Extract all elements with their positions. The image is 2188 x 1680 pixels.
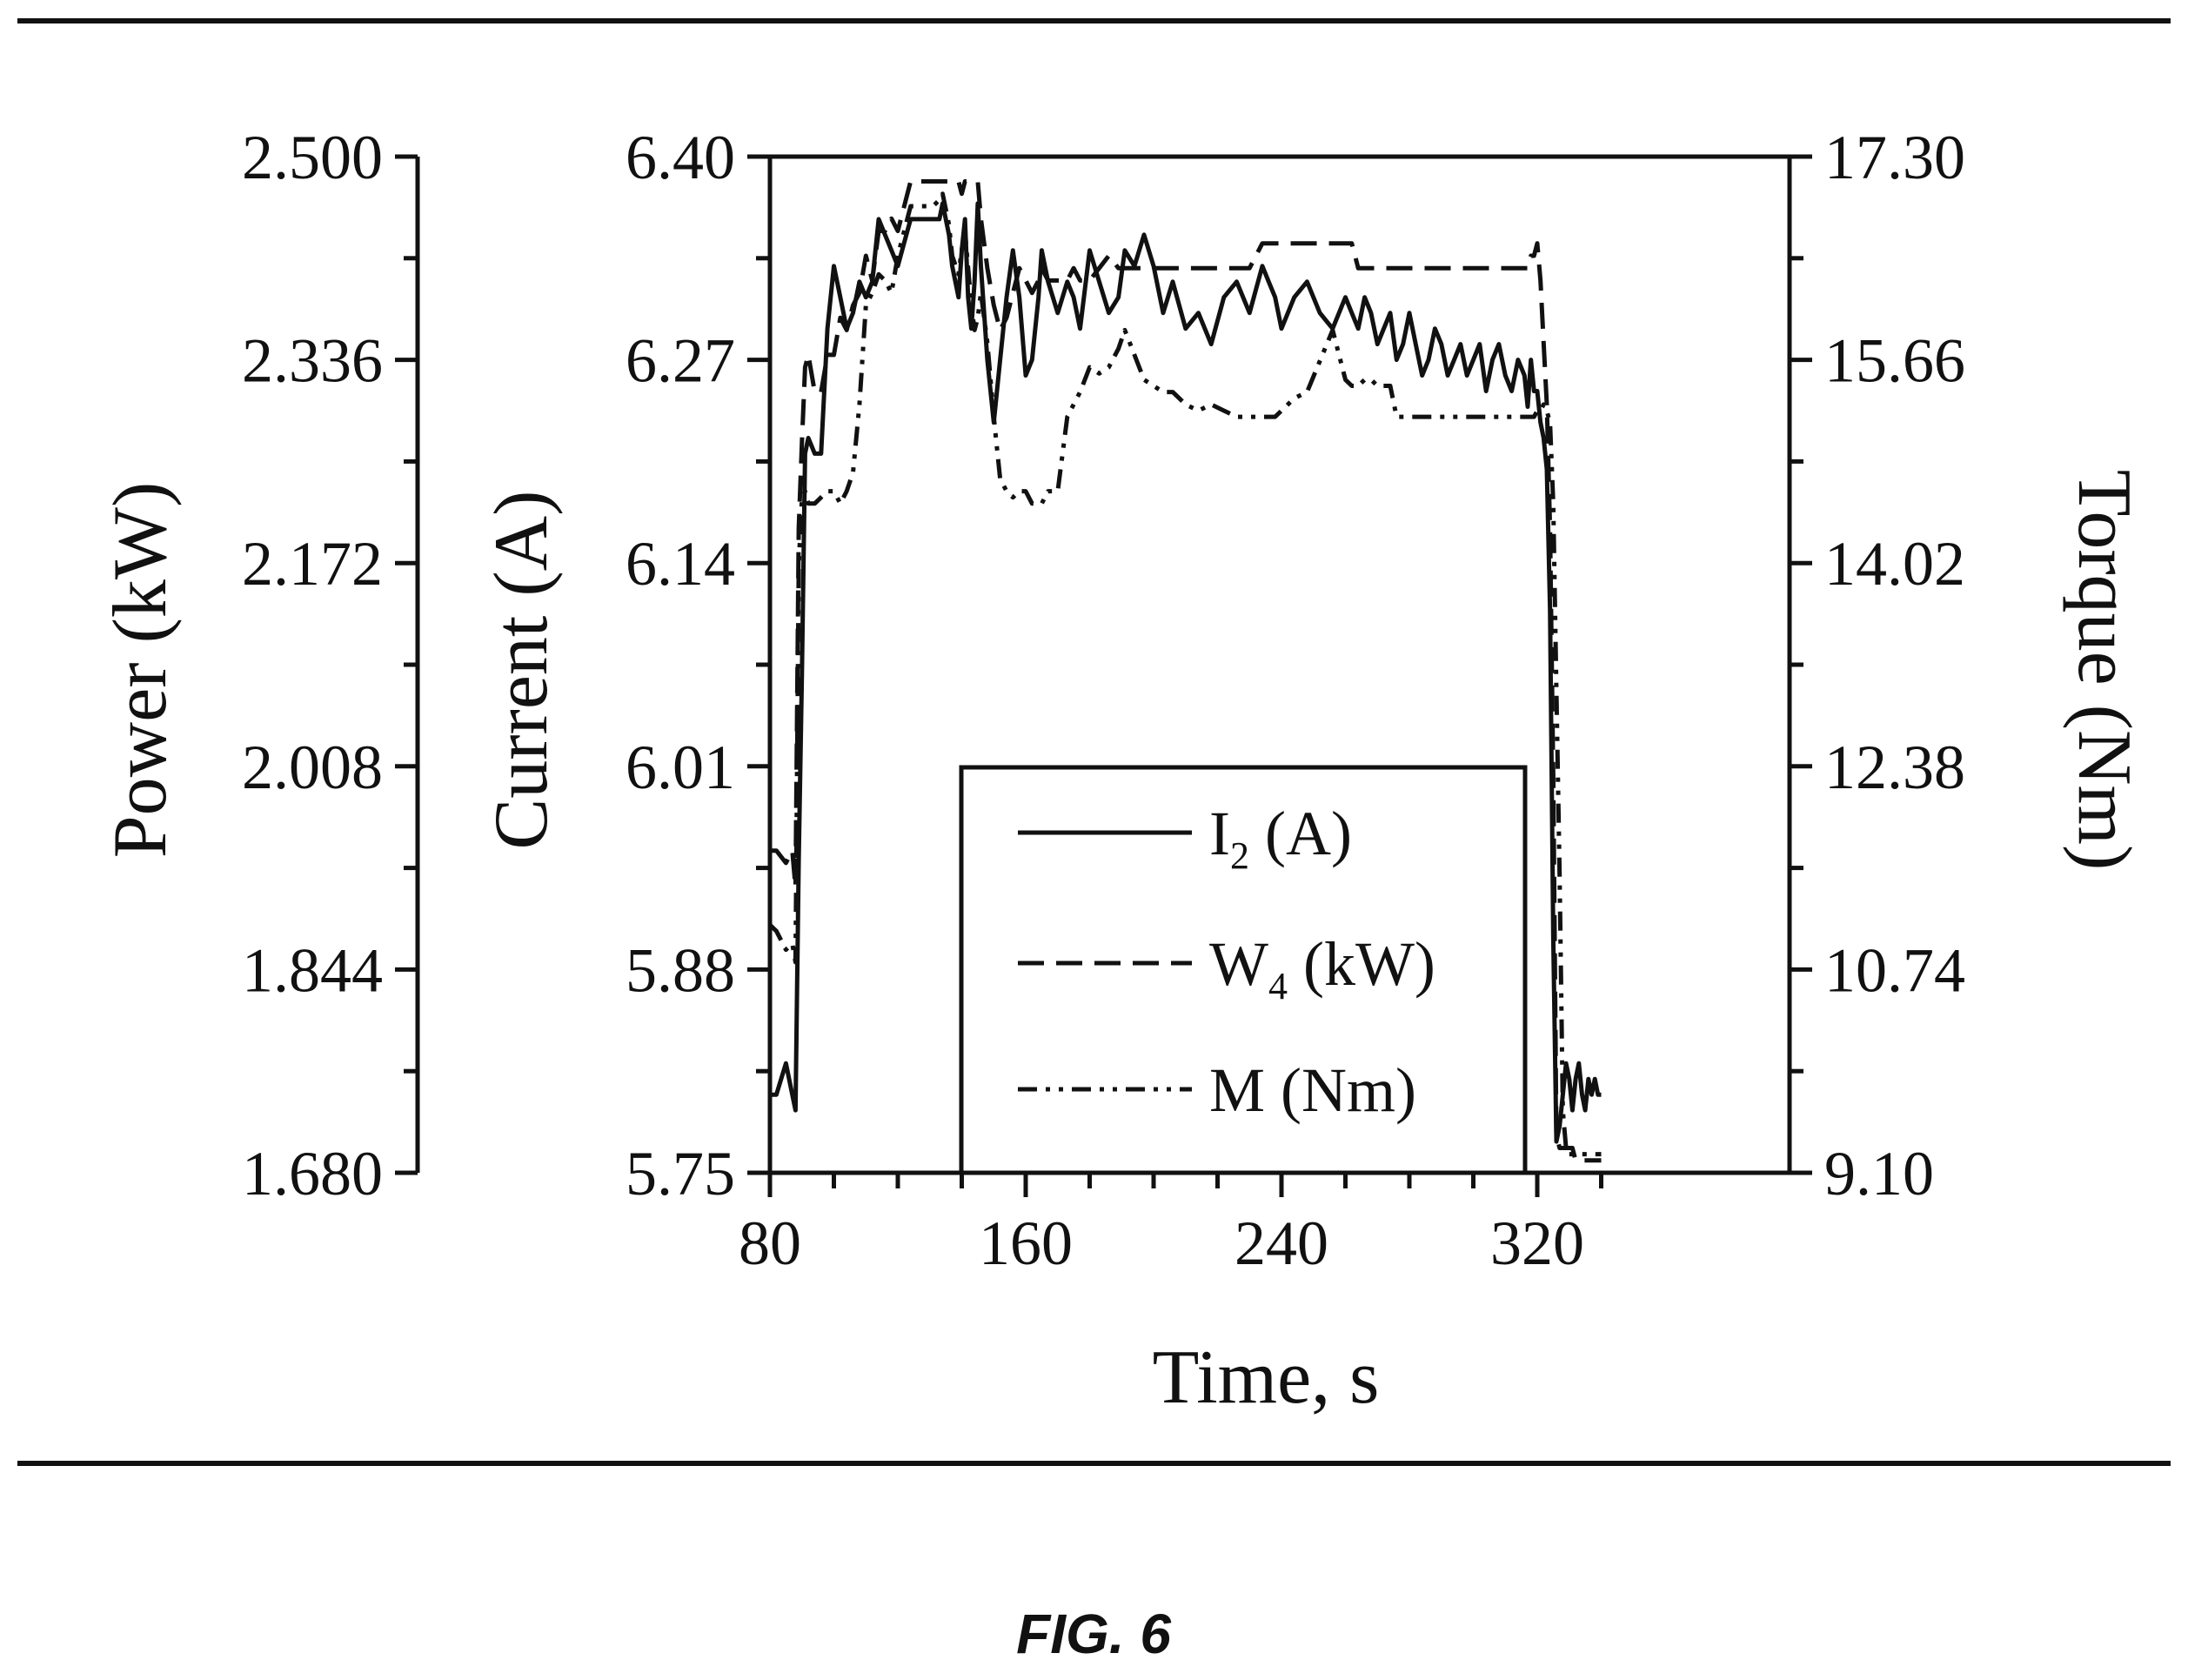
legend-series-name-w4: W	[1209, 929, 1268, 999]
legend-series-name-m: M	[1209, 1055, 1265, 1125]
torque-tick-label-17-30: 17.30	[1824, 123, 1965, 192]
power-tick-label-2-336: 2.336	[242, 326, 383, 396]
current-tick-label-6-14: 6.14	[626, 529, 735, 599]
power-tick-label-1-844: 1.844	[242, 935, 383, 1005]
torque-tick-label-9-10: 9.10	[1824, 1139, 1934, 1208]
current-tick-label-6-27: 6.27	[626, 326, 735, 396]
legend-box	[959, 765, 1528, 1175]
time-tick-label-240: 240	[1235, 1208, 1328, 1278]
power-axis: 2.500 2.336 2.172 2.008 1.844 1.680	[242, 123, 420, 1208]
plot-series	[768, 179, 1602, 1163]
torque-tick-label-10-74: 10.74	[1824, 935, 1965, 1005]
torque-tick-label-12-38: 12.38	[1824, 733, 1965, 802]
legend-unit-w4: (kW)	[1303, 929, 1435, 999]
torque-axis-title: Torque (Nm)	[2062, 470, 2146, 871]
torque-tick-label-15-66: 15.66	[1824, 326, 1965, 396]
legend-label-i2: I2 (A)	[1209, 799, 1352, 877]
current-tick-label-6-40: 6.40	[626, 123, 735, 192]
current-tick-label-5-75: 5.75	[626, 1139, 735, 1208]
legend-unit-i2: (A)	[1265, 799, 1352, 868]
figure-caption: FIG. 6	[1016, 1603, 1171, 1665]
current-tick-label-6-01: 6.01	[626, 733, 735, 802]
power-tick-label-2-172: 2.172	[242, 529, 383, 599]
series-line-m	[768, 191, 1602, 1157]
current-axis-title: Current (A)	[479, 491, 564, 850]
current-tick-label-5-88: 5.88	[626, 935, 735, 1005]
legend: I2 (A) W4 (kW) M (Nm)	[959, 765, 1528, 1175]
power-axis-title: Power (kW)	[98, 482, 183, 859]
time-tick-label-80: 80	[739, 1208, 801, 1278]
time-axis: 80 160 240 320	[739, 1173, 1603, 1278]
time-tick-label-160: 160	[979, 1208, 1073, 1278]
power-tick-label-2-008: 2.008	[242, 733, 383, 802]
power-tick-label-1-680: 1.680	[242, 1139, 383, 1208]
torque-tick-label-14-02: 14.02	[1824, 529, 1965, 599]
legend-subscript-w4: 4	[1268, 965, 1288, 1007]
torque-axis: 17.30 15.66 14.02 12.38 10.74 9.10	[1787, 123, 1965, 1208]
current-axis: 6.40 6.27 6.14 6.01 5.88 5.75	[626, 123, 773, 1208]
series-line-i2	[770, 201, 1602, 1144]
legend-label-m: M (Nm)	[1209, 1055, 1416, 1125]
series-line-w4	[770, 179, 1602, 1163]
power-tick-label-2-500: 2.500	[242, 123, 383, 192]
legend-unit-m: (Nm)	[1281, 1055, 1416, 1125]
time-axis-title: Time, s	[1153, 1335, 1380, 1420]
time-tick-label-320: 320	[1490, 1208, 1584, 1278]
legend-label-w4: W4 (kW)	[1209, 929, 1435, 1007]
legend-subscript-i2: 2	[1230, 834, 1249, 877]
legend-series-name-i2: I	[1209, 799, 1230, 868]
